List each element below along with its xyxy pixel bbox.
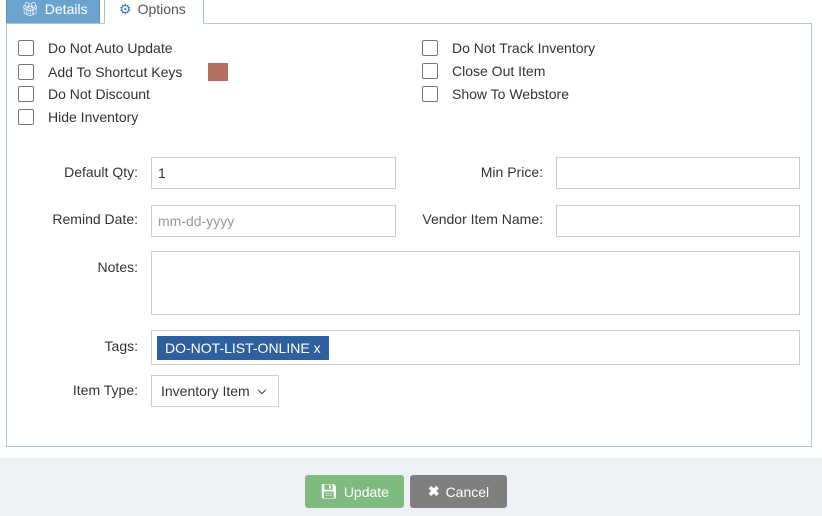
tags-label: Tags:	[104, 338, 138, 354]
checkbox-hide-inventory[interactable]: Hide Inventory	[18, 109, 138, 125]
cancel-button[interactable]: ✖ Cancel	[410, 475, 507, 508]
default-qty-input[interactable]: 1	[151, 157, 396, 189]
checkbox-do-not-track-inventory[interactable]: Do Not Track Inventory	[422, 40, 595, 56]
color-swatch[interactable]	[208, 63, 229, 81]
remind-date-input[interactable]: mm-dd-yyyy	[151, 205, 396, 237]
checkbox[interactable]	[18, 109, 34, 125]
tab-details[interactable]: 🎁︎ Details	[6, 0, 100, 24]
tags-input[interactable]: DO-NOT-LIST-ONLINE x	[151, 330, 800, 365]
checkbox[interactable]	[18, 86, 34, 102]
checkbox-show-to-webstore[interactable]: Show To Webstore	[422, 86, 569, 102]
checkbox[interactable]	[422, 63, 438, 79]
checkbox-close-out-item[interactable]: Close Out Item	[422, 63, 545, 79]
vendor-item-name-input[interactable]	[556, 205, 800, 237]
close-icon: ✖	[427, 483, 440, 499]
tag-remove-button[interactable]: x	[313, 339, 321, 356]
save-icon: 💾︎	[320, 483, 338, 499]
item-type-select[interactable]: Inventory Item ⌵	[151, 375, 279, 407]
notes-label: Notes:	[97, 259, 138, 275]
checkbox[interactable]	[422, 86, 438, 102]
min-price-label: Min Price:	[480, 164, 543, 180]
update-button[interactable]: 💾︎ Update	[305, 475, 404, 508]
tab-options[interactable]: ⚙ Options	[104, 0, 204, 24]
checkbox-add-to-shortcut-keys[interactable]: Add To Shortcut Keys	[18, 63, 229, 81]
checkbox-do-not-discount[interactable]: Do Not Discount	[18, 86, 150, 102]
checkbox[interactable]	[422, 40, 438, 56]
min-price-input[interactable]	[556, 157, 800, 189]
checkbox[interactable]	[18, 40, 34, 56]
vendor-item-name-label: Vendor Item Name:	[422, 211, 543, 227]
default-qty-label: Default Qty:	[64, 164, 138, 180]
gift-icon: 🎁︎	[21, 0, 39, 17]
tag-chip: DO-NOT-LIST-ONLINE x	[157, 335, 329, 360]
notes-textarea[interactable]	[151, 251, 800, 315]
checkbox-do-not-auto-update[interactable]: Do Not Auto Update	[18, 40, 173, 56]
cogs-icon: ⚙	[119, 0, 132, 17]
item-type-label: Item Type:	[72, 382, 138, 398]
options-panel	[6, 23, 812, 447]
remind-date-label: Remind Date:	[52, 211, 138, 227]
chevron-down-icon: ⌵	[257, 384, 267, 397]
checkbox[interactable]	[18, 64, 34, 80]
